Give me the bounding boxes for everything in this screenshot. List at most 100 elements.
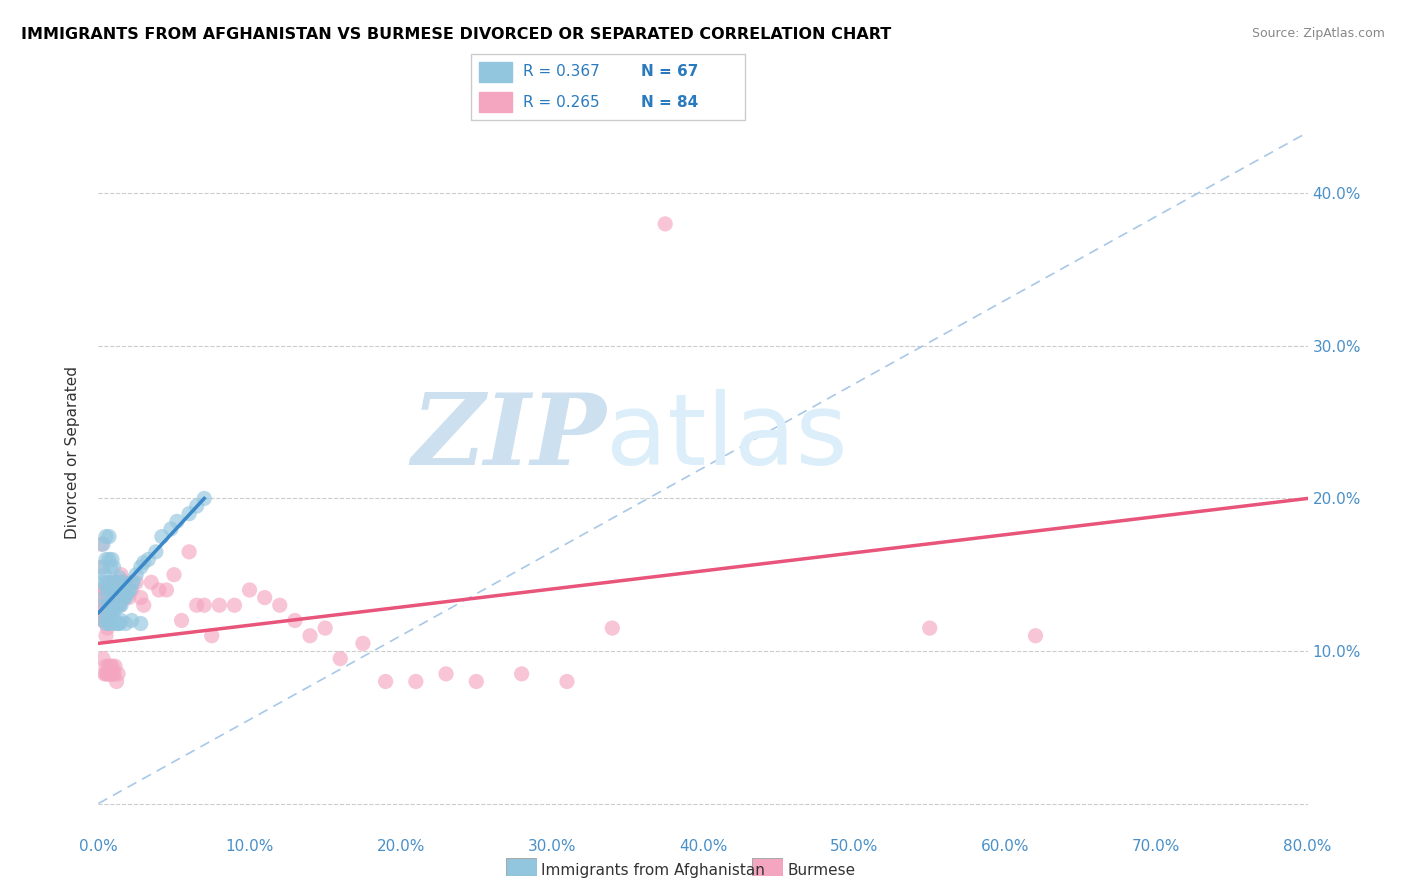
Point (93, 598, 115, 612)
Point (100, 606, 122, 620)
Point (98, 530, 121, 544)
Point (105, 598, 128, 612)
Point (103, 582, 125, 597)
Point (114, 575, 136, 590)
Point (105, 616, 128, 631)
Point (107, 582, 129, 597)
Point (110, 567, 132, 582)
Point (93, 614, 115, 628)
Point (105, 674, 128, 689)
Point (101, 659, 124, 673)
Point (110, 614, 132, 628)
Point (98, 659, 121, 673)
Point (100, 666, 122, 681)
Point (284, 614, 307, 628)
Point (193, 598, 215, 612)
Point (89, 598, 111, 612)
Text: Burmese: Burmese (787, 863, 855, 878)
Point (125, 567, 148, 582)
Point (93, 666, 115, 681)
Point (96, 666, 118, 681)
Point (93, 567, 115, 582)
Text: atlas: atlas (606, 389, 848, 486)
Point (125, 575, 148, 590)
Point (299, 629, 322, 643)
Point (129, 591, 152, 605)
Point (129, 616, 152, 631)
Bar (479, 93, 512, 112)
Point (654, 217, 676, 231)
Point (93, 591, 115, 605)
Point (90, 575, 112, 590)
Point (94, 614, 117, 628)
Point (179, 507, 201, 521)
Point (96, 606, 118, 620)
Text: IMMIGRANTS FROM AFGHANISTAN VS BURMESE DIVORCED OR SEPARATED CORRELATION CHART: IMMIGRANTS FROM AFGHANISTAN VS BURMESE D… (21, 27, 891, 42)
Point (98, 598, 121, 612)
Point (120, 582, 142, 597)
Point (141, 575, 163, 590)
Point (93, 614, 115, 628)
Point (114, 616, 136, 631)
Point (104, 575, 127, 590)
Point (96, 582, 118, 597)
Point (96, 598, 118, 612)
Point (91, 614, 114, 628)
Point (98, 598, 121, 612)
Point (94, 666, 117, 681)
Point (155, 582, 177, 597)
Point (94, 598, 117, 612)
Point (465, 674, 488, 689)
Point (329, 651, 352, 665)
Point (150, 530, 173, 544)
Point (239, 582, 262, 597)
Point (118, 582, 141, 597)
Point (114, 591, 136, 605)
Point (160, 522, 183, 536)
Point (118, 591, 141, 605)
Point (94, 552, 117, 566)
Point (91, 651, 114, 665)
Point (90, 582, 112, 597)
Point (918, 621, 941, 635)
Point (405, 674, 427, 689)
Point (121, 582, 143, 597)
Point (101, 616, 124, 631)
Point (98, 552, 121, 566)
Point (96, 606, 118, 620)
Point (111, 591, 134, 605)
Point (602, 621, 624, 635)
Point (170, 614, 193, 628)
Point (103, 614, 125, 628)
Point (352, 636, 374, 650)
Point (100, 614, 122, 628)
Point (104, 598, 127, 612)
Point (224, 598, 246, 612)
Point (253, 591, 276, 605)
Point (101, 606, 124, 620)
Point (121, 614, 143, 628)
Point (110, 575, 132, 590)
Point (186, 499, 208, 513)
Point (510, 666, 533, 681)
Point (104, 659, 127, 673)
Point (269, 598, 291, 612)
Point (121, 575, 143, 590)
Point (103, 666, 125, 681)
Text: R = 0.367: R = 0.367 (523, 64, 600, 79)
Point (111, 575, 134, 590)
Point (91, 537, 114, 551)
Point (94, 530, 117, 544)
Point (101, 552, 124, 566)
Point (112, 591, 135, 605)
Point (105, 575, 128, 590)
Text: N = 84: N = 84 (641, 95, 699, 110)
Point (555, 674, 578, 689)
Point (94, 629, 117, 643)
Point (94, 575, 117, 590)
Point (103, 666, 125, 681)
Point (103, 575, 125, 590)
Point (91, 598, 114, 612)
Point (108, 616, 131, 631)
Point (94, 598, 117, 612)
